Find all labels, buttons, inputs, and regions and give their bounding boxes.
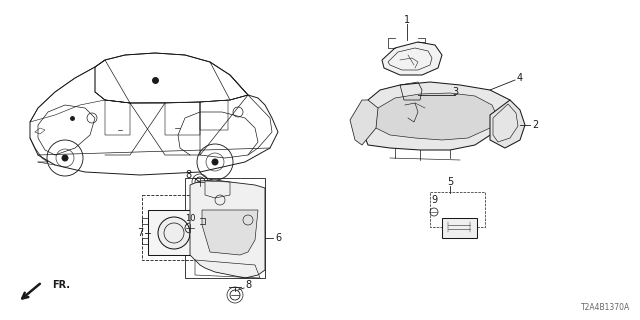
Circle shape: [62, 155, 68, 161]
Text: 8: 8: [185, 170, 191, 180]
Circle shape: [158, 217, 190, 249]
Bar: [442, 218, 477, 238]
Text: T2A4B1370A: T2A4B1370A: [580, 303, 630, 312]
Text: 10: 10: [185, 213, 195, 222]
Circle shape: [212, 159, 218, 165]
Bar: [430, 192, 485, 227]
Text: 2: 2: [532, 120, 538, 130]
Text: 7: 7: [137, 228, 143, 238]
Text: 6: 6: [275, 233, 281, 243]
Text: 4: 4: [517, 73, 523, 83]
Text: 5: 5: [447, 177, 453, 187]
Polygon shape: [382, 42, 442, 75]
Polygon shape: [362, 82, 510, 150]
Polygon shape: [490, 100, 525, 148]
Polygon shape: [372, 93, 498, 140]
Text: 8: 8: [245, 280, 251, 290]
Text: 9: 9: [431, 195, 437, 205]
Bar: [148, 210, 200, 255]
Bar: [142, 195, 210, 260]
Polygon shape: [202, 210, 258, 255]
Text: 3: 3: [452, 87, 458, 97]
Polygon shape: [190, 180, 265, 278]
Text: 1: 1: [404, 15, 410, 25]
Polygon shape: [350, 100, 378, 145]
Bar: [185, 178, 265, 278]
Text: FR.: FR.: [52, 280, 70, 290]
